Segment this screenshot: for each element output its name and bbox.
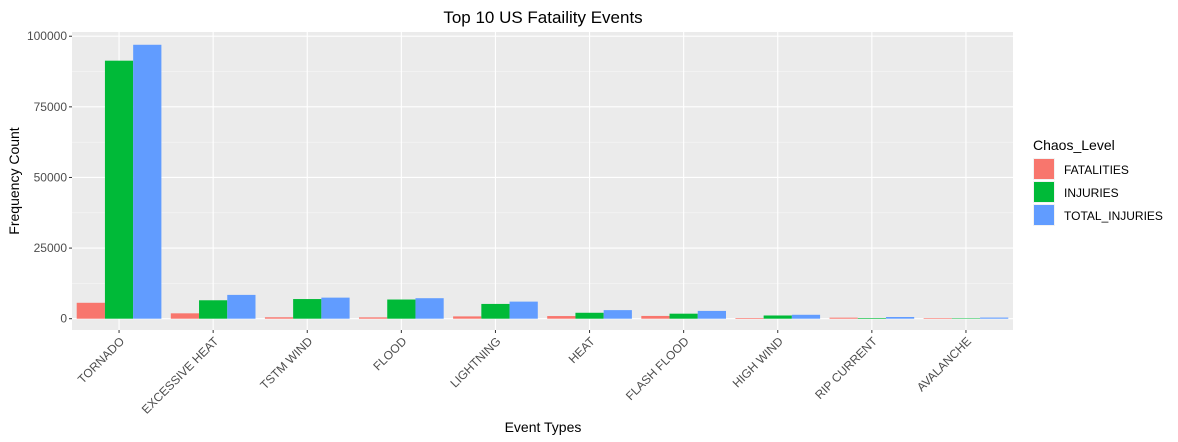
bar-fatalities [359,317,388,319]
x-axis-title: Event Types [505,419,582,435]
x-tick-label: TORNADO [75,334,127,386]
bar-fatalities [547,316,576,319]
legend: Chaos_Level FATALITIES INJURIES TOTAL_INJU… [1033,137,1163,226]
bar-total-injuries [133,44,162,319]
bar-injuries [669,313,698,319]
bar-total-injuries [227,294,256,319]
x-axis: TORNADO EXCESSIVE HEAT TSTM WIND FLOOD LIGHT… [75,330,974,417]
y-axis-title: Frequency Count [6,127,22,235]
x-tick-label: FLOOD [370,334,409,373]
legend-label: FATALITIES [1064,163,1129,177]
legend-swatch [1034,159,1054,179]
bar-total-injuries [980,317,1009,319]
bar-injuries [293,299,322,319]
bar-fatalities [923,318,952,319]
bar-fatalities [829,317,858,319]
x-tick-label: HEAT [566,334,598,366]
bar-total-injuries [791,314,821,319]
bar-total-injuries [321,297,350,319]
bar-fatalities [735,318,764,319]
bar-injuries [763,315,792,319]
x-tick-label: RIP CURRENT [812,334,880,402]
y-tick-label: 25000 [34,241,68,255]
bar-injuries [199,300,228,319]
bar-fatalities [264,317,294,319]
bar-injuries [387,299,416,319]
x-tick-label: AVALANCHE [914,334,974,394]
bar-injuries [575,312,604,319]
bar-fatalities [641,315,670,319]
plot-panel [72,32,1013,330]
y-axis: 0 25000 50000 75000 100000 [27,29,72,326]
y-tick-label: 0 [60,312,67,326]
legend-label: TOTAL_INJURIES [1064,209,1163,223]
bars [76,44,1009,319]
x-tick-label: EXCESSIVE HEAT [139,334,222,417]
bar-total-injuries [603,310,632,319]
bar-total-injuries [885,317,915,319]
y-tick-label: 50000 [34,170,68,184]
x-tick-label: HIGH WIND [730,334,786,390]
bar-injuries [857,318,886,319]
legend-swatch [1034,205,1054,225]
y-tick-label: 100000 [27,29,67,43]
bar-fatalities [170,313,200,319]
legend-swatch [1034,182,1054,202]
y-tick-label: 75000 [34,100,68,114]
x-tick-label: TSTM WIND [257,334,315,392]
x-tick-label: FLASH FLOOD [623,334,692,403]
bar-fatalities [453,316,482,319]
bar-total-injuries [509,301,538,319]
bar-injuries [104,60,134,319]
bar-total-injuries [415,298,444,319]
bar-total-injuries [697,310,726,319]
legend-label: INJURIES [1064,186,1119,200]
bar-injuries [481,303,510,319]
legend-title: Chaos_Level [1033,137,1115,153]
chart-title: Top 10 US Fataility Events [443,8,642,27]
x-tick-label: LIGHTNING [447,334,503,390]
grid-minor [72,71,1013,284]
bar-fatalities [76,302,105,319]
